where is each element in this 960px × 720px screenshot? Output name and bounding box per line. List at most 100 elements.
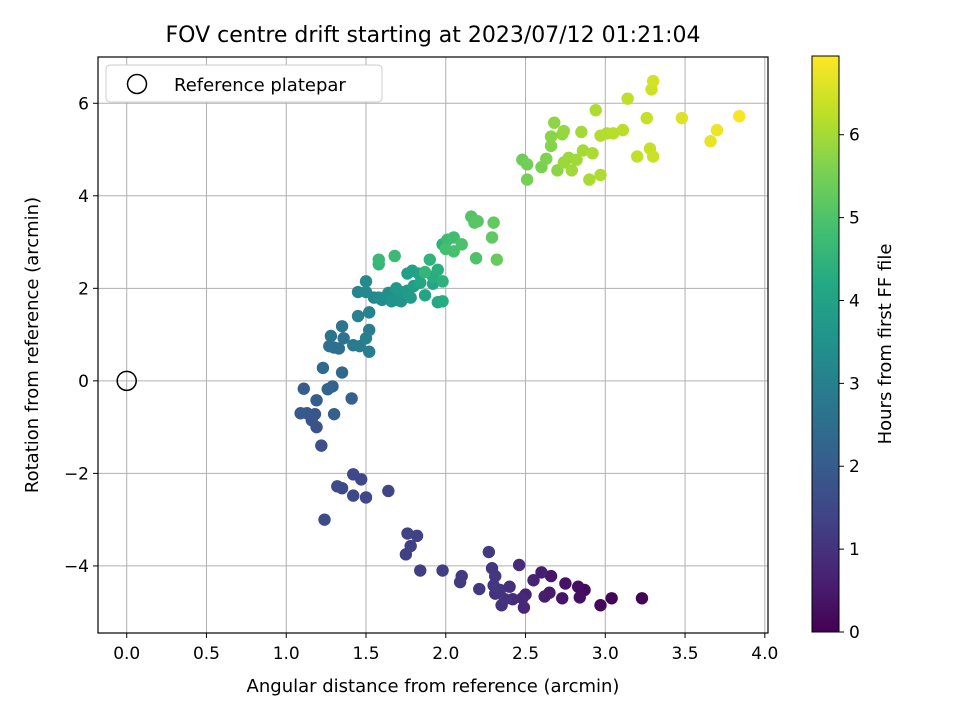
data-point xyxy=(538,590,551,603)
colorbar xyxy=(811,55,840,633)
data-point xyxy=(733,110,746,123)
x-axis-ticks: 0.0 0.5 1.0 1.5 2.0 2.5 3.0 3.5 4.0 xyxy=(113,633,778,664)
y-axis-ticks: −4 −2 0 2 4 6 xyxy=(64,94,98,577)
data-point xyxy=(544,139,558,153)
data-point xyxy=(315,439,328,452)
x-tick-label: 0.5 xyxy=(193,644,220,664)
data-point xyxy=(512,558,526,572)
data-point xyxy=(485,231,499,244)
data-point xyxy=(347,468,360,481)
data-point xyxy=(455,569,468,583)
data-point xyxy=(540,152,553,165)
data-point xyxy=(586,147,599,160)
colorbar-tick-label: 1 xyxy=(849,540,860,560)
data-point xyxy=(646,74,660,88)
x-tick-label: 3.5 xyxy=(672,644,699,664)
data-point xyxy=(447,231,460,244)
data-point xyxy=(565,164,578,177)
data-point xyxy=(310,394,323,407)
x-tick-label: 1.0 xyxy=(273,644,300,664)
x-axis-label: Angular distance from reference (arcmin) xyxy=(247,676,620,697)
data-points xyxy=(294,74,746,614)
data-point xyxy=(517,601,531,614)
data-point xyxy=(431,263,444,277)
data-point xyxy=(490,253,504,266)
data-point xyxy=(495,599,508,612)
data-point xyxy=(394,295,408,308)
data-point xyxy=(607,127,620,140)
data-point xyxy=(362,345,376,358)
data-point xyxy=(436,295,449,308)
x-tick-label: 0.0 xyxy=(113,644,140,664)
data-point xyxy=(621,92,634,105)
data-point xyxy=(359,332,373,345)
data-point xyxy=(347,489,360,502)
x-tick-label: 1.5 xyxy=(352,644,379,664)
reference-marker xyxy=(116,370,137,392)
data-point xyxy=(382,484,395,498)
data-point xyxy=(487,216,500,229)
data-point xyxy=(482,545,496,559)
data-point xyxy=(544,569,558,583)
data-point xyxy=(570,153,583,166)
data-point xyxy=(327,407,341,421)
data-point xyxy=(516,592,529,605)
data-point xyxy=(324,329,338,343)
data-point xyxy=(410,529,424,543)
data-point xyxy=(414,276,427,289)
data-point xyxy=(594,168,607,182)
data-point xyxy=(527,574,540,587)
colorbar-tick-label: 4 xyxy=(849,291,860,311)
data-point xyxy=(473,582,486,596)
data-point xyxy=(335,366,349,379)
data-point xyxy=(447,245,460,258)
data-point xyxy=(576,144,590,157)
data-point xyxy=(331,480,344,493)
data-point xyxy=(418,289,432,302)
y-tick-label: 6 xyxy=(78,94,89,114)
x-tick-label: 4.0 xyxy=(751,644,778,664)
data-point xyxy=(535,566,548,579)
data-point xyxy=(337,332,350,345)
data-point xyxy=(414,564,427,577)
data-point xyxy=(589,104,602,117)
data-point xyxy=(487,579,500,592)
colorbar-tick-label: 3 xyxy=(849,374,860,394)
data-point xyxy=(616,123,630,137)
legend-reference-marker xyxy=(126,73,148,95)
data-point xyxy=(583,173,596,186)
data-point xyxy=(503,580,516,593)
data-point xyxy=(455,238,468,251)
colorbar-tick-label: 0 xyxy=(849,623,860,643)
data-point xyxy=(575,125,588,139)
x-tick-label: 2.5 xyxy=(512,644,539,664)
gridlines xyxy=(98,57,768,633)
colorbar-tick-label: 6 xyxy=(849,126,860,146)
data-point xyxy=(359,275,373,288)
data-point xyxy=(548,116,561,129)
data-point xyxy=(423,253,437,266)
data-point xyxy=(704,135,717,148)
data-point xyxy=(640,111,653,125)
data-point xyxy=(323,339,336,353)
legend-box xyxy=(105,64,383,103)
data-point xyxy=(297,382,310,395)
x-tick-label: 2.0 xyxy=(432,644,459,664)
data-point xyxy=(359,491,373,504)
data-point xyxy=(436,275,449,288)
data-point xyxy=(388,249,401,263)
y-tick-label: −4 xyxy=(64,557,89,577)
colorbar-tick-label: 5 xyxy=(849,209,860,229)
data-point xyxy=(471,215,484,228)
data-point xyxy=(401,527,414,540)
y-axis-label: Rotation from reference (arcmin) xyxy=(22,197,43,493)
data-point xyxy=(359,285,373,299)
data-point xyxy=(594,599,607,612)
chart-title: FOV centre drift starting at 2023/07/12 … xyxy=(166,23,701,48)
plot-frame xyxy=(97,56,769,634)
data-point xyxy=(557,124,571,138)
x-tick-label: 3.0 xyxy=(592,644,619,664)
data-point xyxy=(404,291,417,304)
data-point xyxy=(321,382,334,396)
